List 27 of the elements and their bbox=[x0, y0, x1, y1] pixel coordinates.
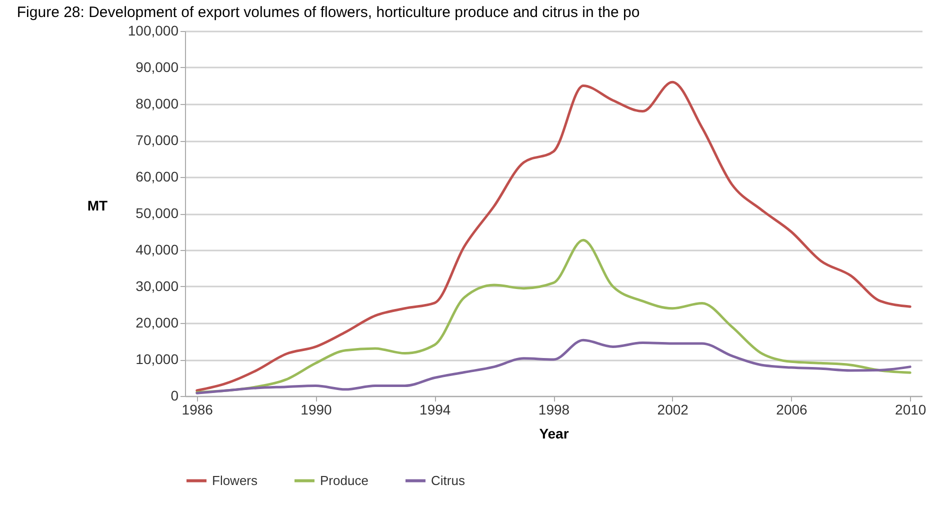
y-tick-label: 80,000 bbox=[136, 96, 179, 112]
line-series bbox=[196, 338, 912, 394]
legend-label: Produce bbox=[320, 472, 368, 488]
y-tick-label: 50,000 bbox=[136, 205, 179, 221]
x-tick-label: 1986 bbox=[182, 402, 214, 418]
y-tick-label: 0 bbox=[170, 388, 179, 404]
y-tick-label: 10,000 bbox=[136, 351, 179, 367]
y-tick-label: 100,000 bbox=[128, 22, 179, 38]
y-tick-label: 20,000 bbox=[136, 314, 179, 330]
y-tick-label: 60,000 bbox=[136, 168, 179, 184]
y-tick-label: 70,000 bbox=[136, 132, 179, 148]
y-tick-label: 90,000 bbox=[136, 59, 179, 75]
y-tick-label: 40,000 bbox=[136, 242, 179, 258]
x-tick-label: 2010 bbox=[895, 402, 926, 418]
x-tick-label: 1994 bbox=[420, 402, 451, 418]
legend-label: Flowers bbox=[212, 472, 258, 488]
line-series bbox=[196, 80, 912, 392]
x-tick-label: 1998 bbox=[538, 402, 570, 418]
y-tick-label: 30,000 bbox=[136, 278, 179, 294]
y-axis-title: MT bbox=[87, 198, 108, 214]
x-axis-title: Year bbox=[539, 426, 570, 442]
x-tick-label: 1990 bbox=[300, 402, 332, 418]
legend-label: Citrus bbox=[431, 472, 466, 488]
chart-title: Figure 28: Development of export volumes of flowers, horticulture produce and citrus in the po bbox=[16, 4, 640, 21]
x-tick-label: 2002 bbox=[657, 402, 689, 418]
x-tick-label: 2006 bbox=[776, 402, 808, 418]
line-series bbox=[196, 238, 912, 394]
